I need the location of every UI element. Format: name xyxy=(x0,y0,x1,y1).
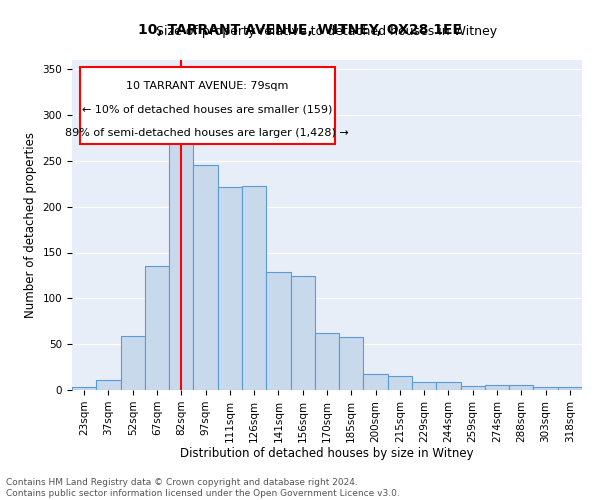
Bar xyxy=(533,387,558,390)
Bar xyxy=(193,166,218,390)
Bar xyxy=(558,387,582,390)
Bar xyxy=(96,380,121,390)
Bar xyxy=(509,386,533,390)
Text: 10 TARRANT AVENUE: 79sqm: 10 TARRANT AVENUE: 79sqm xyxy=(126,81,289,91)
Bar xyxy=(388,376,412,390)
Text: 10, TARRANT AVENUE, WITNEY, OX28 1EE: 10, TARRANT AVENUE, WITNEY, OX28 1EE xyxy=(138,22,462,36)
Bar xyxy=(364,374,388,390)
Bar xyxy=(436,382,461,390)
Bar xyxy=(315,333,339,390)
Bar xyxy=(485,386,509,390)
Text: ← 10% of detached houses are smaller (159): ← 10% of detached houses are smaller (15… xyxy=(82,104,332,115)
Bar xyxy=(169,134,193,390)
X-axis label: Distribution of detached houses by size in Witney: Distribution of detached houses by size … xyxy=(180,448,474,460)
FancyBboxPatch shape xyxy=(80,66,335,144)
Bar xyxy=(290,276,315,390)
Text: Contains HM Land Registry data © Crown copyright and database right 2024.
Contai: Contains HM Land Registry data © Crown c… xyxy=(6,478,400,498)
Bar xyxy=(412,382,436,390)
Title: Size of property relative to detached houses in Witney: Size of property relative to detached ho… xyxy=(157,25,497,38)
Bar xyxy=(339,337,364,390)
Bar xyxy=(242,186,266,390)
Bar xyxy=(121,336,145,390)
Bar xyxy=(145,266,169,390)
Text: 89% of semi-detached houses are larger (1,428) →: 89% of semi-detached houses are larger (… xyxy=(65,128,349,138)
Y-axis label: Number of detached properties: Number of detached properties xyxy=(24,132,37,318)
Bar xyxy=(72,387,96,390)
Bar xyxy=(461,386,485,390)
Bar xyxy=(266,272,290,390)
Bar xyxy=(218,188,242,390)
